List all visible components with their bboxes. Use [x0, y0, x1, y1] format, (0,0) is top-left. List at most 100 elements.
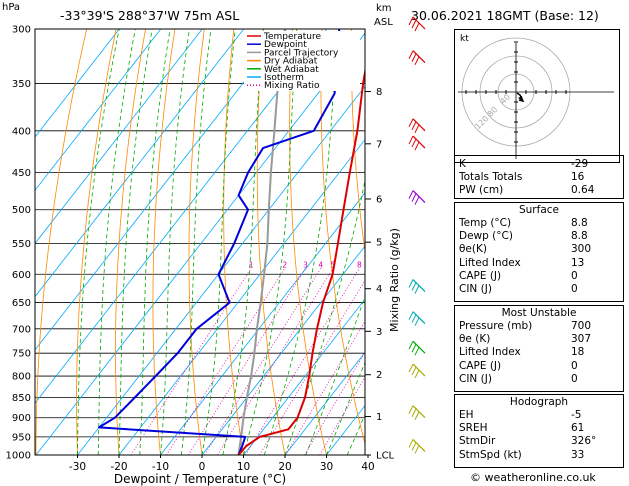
indices-box: K -29 Totals Totals 16 PW (cm) 0.64	[454, 155, 624, 199]
hodograph-arrow	[518, 96, 523, 101]
wet-adiabat	[180, 29, 212, 455]
dry-adiabat	[223, 29, 244, 455]
isotherm	[201, 245, 365, 455]
x-tick-label: 20	[278, 461, 291, 473]
pressure-tick-label: 450	[12, 168, 31, 179]
km-tick-label: 6	[376, 194, 382, 205]
wind-barb-flag	[411, 53, 417, 62]
wet-adiabat	[305, 295, 365, 455]
km-tick-label: 8	[376, 87, 382, 98]
wind-barb-flag	[411, 19, 417, 29]
most-unstable-label: CAPE (J)	[459, 359, 502, 372]
wind-barb-flag	[411, 366, 417, 376]
most-unstable-row: Pressure (mb) 700	[455, 320, 623, 333]
pressure-tick-label: 300	[12, 25, 31, 36]
isotherm	[35, 29, 245, 298]
isotherm	[77, 85, 365, 455]
wind-barb	[408, 16, 426, 32]
wind-barb-flag	[408, 363, 414, 373]
pressure-tick-label: 950	[12, 432, 31, 443]
credit: © weatheronline.co.uk	[470, 471, 596, 484]
index-label: PW (cm)	[459, 184, 504, 197]
x-tick-label: -20	[110, 461, 127, 473]
surface-label: Temp (°C)	[459, 217, 512, 229]
wind-barb-flag	[411, 282, 417, 291]
wind-barb-flag	[408, 190, 414, 199]
most-unstable-label: θe (K)	[459, 333, 491, 346]
legend-entry: Isotherm	[264, 73, 304, 83]
hodograph-stat-value: 326°	[571, 435, 597, 448]
wind-barb-flag	[408, 311, 414, 320]
dry-adiabat	[35, 29, 88, 455]
dry-adiabat	[76, 29, 117, 455]
most-unstable-value: 307	[571, 333, 592, 346]
wind-barb-flag	[411, 408, 417, 417]
isotherm	[118, 138, 365, 455]
wind-barb-flag	[414, 317, 420, 326]
index-label: K	[459, 158, 466, 170]
mixing-ratio-line	[166, 268, 286, 455]
mixing-ratio-line	[188, 268, 306, 455]
wind-barb	[408, 118, 426, 134]
hodograph-stat-label: SREH	[459, 422, 488, 435]
km-label: km	[376, 3, 392, 14]
surface-row: θe(K) 300	[455, 243, 623, 256]
most-unstable-row: CAPE (J) 0	[455, 360, 623, 373]
isotherm	[243, 298, 365, 455]
legend-entry: Parcel Trajectory	[264, 48, 339, 58]
dry-adiabat	[152, 29, 176, 455]
surface-value: 0	[571, 269, 578, 282]
wind-barb-flag	[414, 285, 420, 294]
wind-barb-flag	[408, 16, 414, 26]
index-value: -29	[571, 158, 589, 170]
wind-barb-flag	[408, 135, 414, 145]
most-unstable-value: 18	[571, 346, 585, 359]
most-unstable-label: CIN (J)	[459, 372, 492, 385]
pressure-tick-label: 500	[12, 205, 31, 216]
wind-barb-flag	[414, 56, 420, 65]
km-tick-label: 1	[376, 412, 382, 423]
wind-barb-flag	[414, 369, 420, 379]
dry-adiabat	[256, 29, 286, 455]
wet-adiabat	[139, 29, 171, 455]
wet-adiabat	[201, 29, 236, 455]
wind-barb	[408, 340, 426, 356]
km-tick-label: 7	[376, 139, 382, 150]
surface-value: 300	[571, 243, 592, 256]
wind-barb-flag	[414, 141, 420, 151]
hodograph-unit: kt	[460, 34, 469, 44]
temperature-line	[237, 66, 365, 455]
legend-entry: Temperature	[263, 32, 321, 42]
surface-row: CIN (J) 0	[455, 283, 623, 296]
hodograph-stat-label: StmDir	[459, 435, 496, 448]
wet-adiabat	[222, 29, 264, 455]
most-unstable-row: θe (K) 307	[455, 333, 623, 346]
km-tick-label: 5	[376, 238, 382, 249]
wind-barb-flag	[414, 196, 420, 205]
wind-barb	[408, 405, 426, 420]
wind-barb-flag	[411, 343, 417, 353]
most-unstable-title: Most Unstable	[501, 307, 577, 319]
wind-barb	[408, 135, 426, 151]
hodograph-stats-title: Hodograph	[509, 396, 569, 408]
dry-adiabat	[188, 29, 205, 455]
wind-barb-flag	[414, 22, 420, 32]
index-row: Totals Totals 16	[455, 171, 623, 184]
dry-adiabat	[115, 29, 146, 455]
x-tick-label: 40	[361, 461, 374, 473]
wind-barb-flag	[408, 340, 414, 350]
pressure-tick-label: 1000	[6, 451, 31, 462]
mixing-ratio-label: 3	[303, 260, 308, 269]
surface-label: CAPE (J)	[459, 269, 502, 282]
surface-label: CIN (J)	[459, 282, 492, 295]
most-unstable-label: Pressure (mb)	[459, 320, 533, 332]
surface-label: Lifted Index	[459, 256, 521, 269]
dry-adiabat	[320, 29, 365, 446]
wet-adiabat	[243, 29, 298, 455]
dry-adiabat	[289, 29, 327, 455]
surface-row: Lifted Index 13	[455, 257, 623, 270]
dewpoint-line	[98, 29, 341, 455]
pressure-tick-label: 600	[12, 270, 31, 281]
